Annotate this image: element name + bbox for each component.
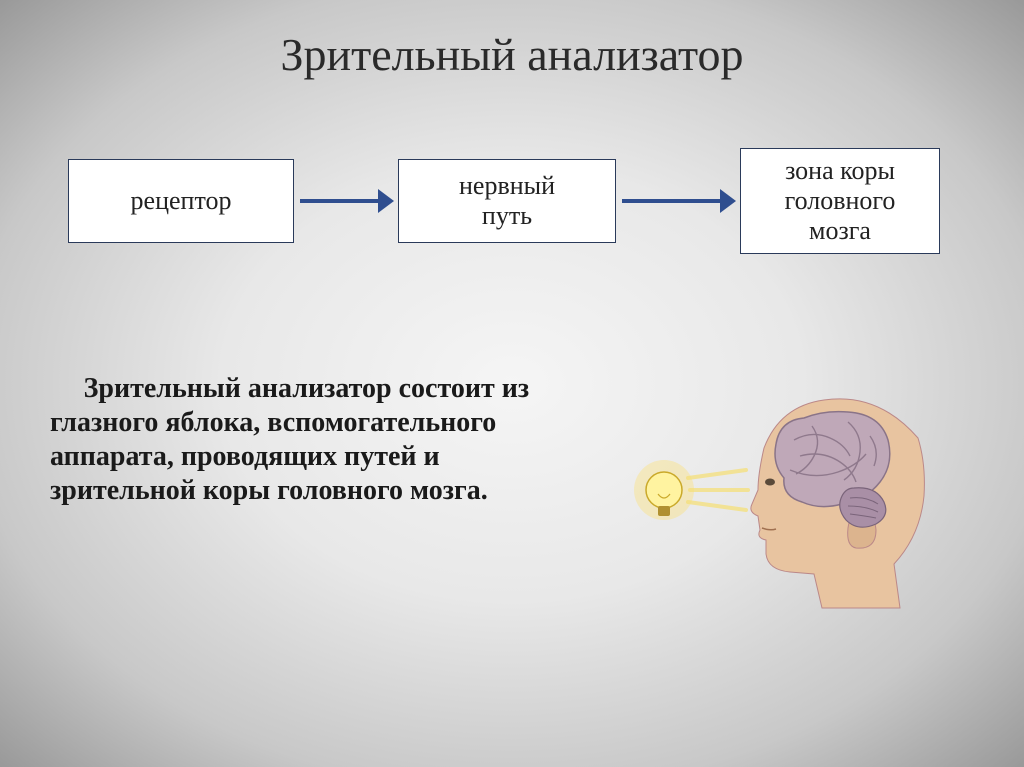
arrow-1-head xyxy=(378,189,394,213)
page-title: Зрительный анализатор xyxy=(0,28,1024,81)
arrow-2 xyxy=(622,191,734,211)
lightbulb-icon xyxy=(634,460,694,520)
arrow-2-head xyxy=(720,189,736,213)
node-receptor: рецептор xyxy=(68,159,294,243)
node-cortex-zone: зона корыголовногомозга xyxy=(740,148,940,254)
arrow-2-line xyxy=(622,199,722,203)
body-paragraph: Зрительный анализатор состоит из глазног… xyxy=(50,372,560,509)
light-rays-icon xyxy=(688,470,748,510)
arrow-1-line xyxy=(300,199,380,203)
node-nerve-path: нервныйпуть xyxy=(398,159,616,243)
flow-diagram: рецептор нервныйпуть зона корыголовногом… xyxy=(68,148,940,254)
arrow-1 xyxy=(300,191,392,211)
illustration xyxy=(618,378,948,614)
